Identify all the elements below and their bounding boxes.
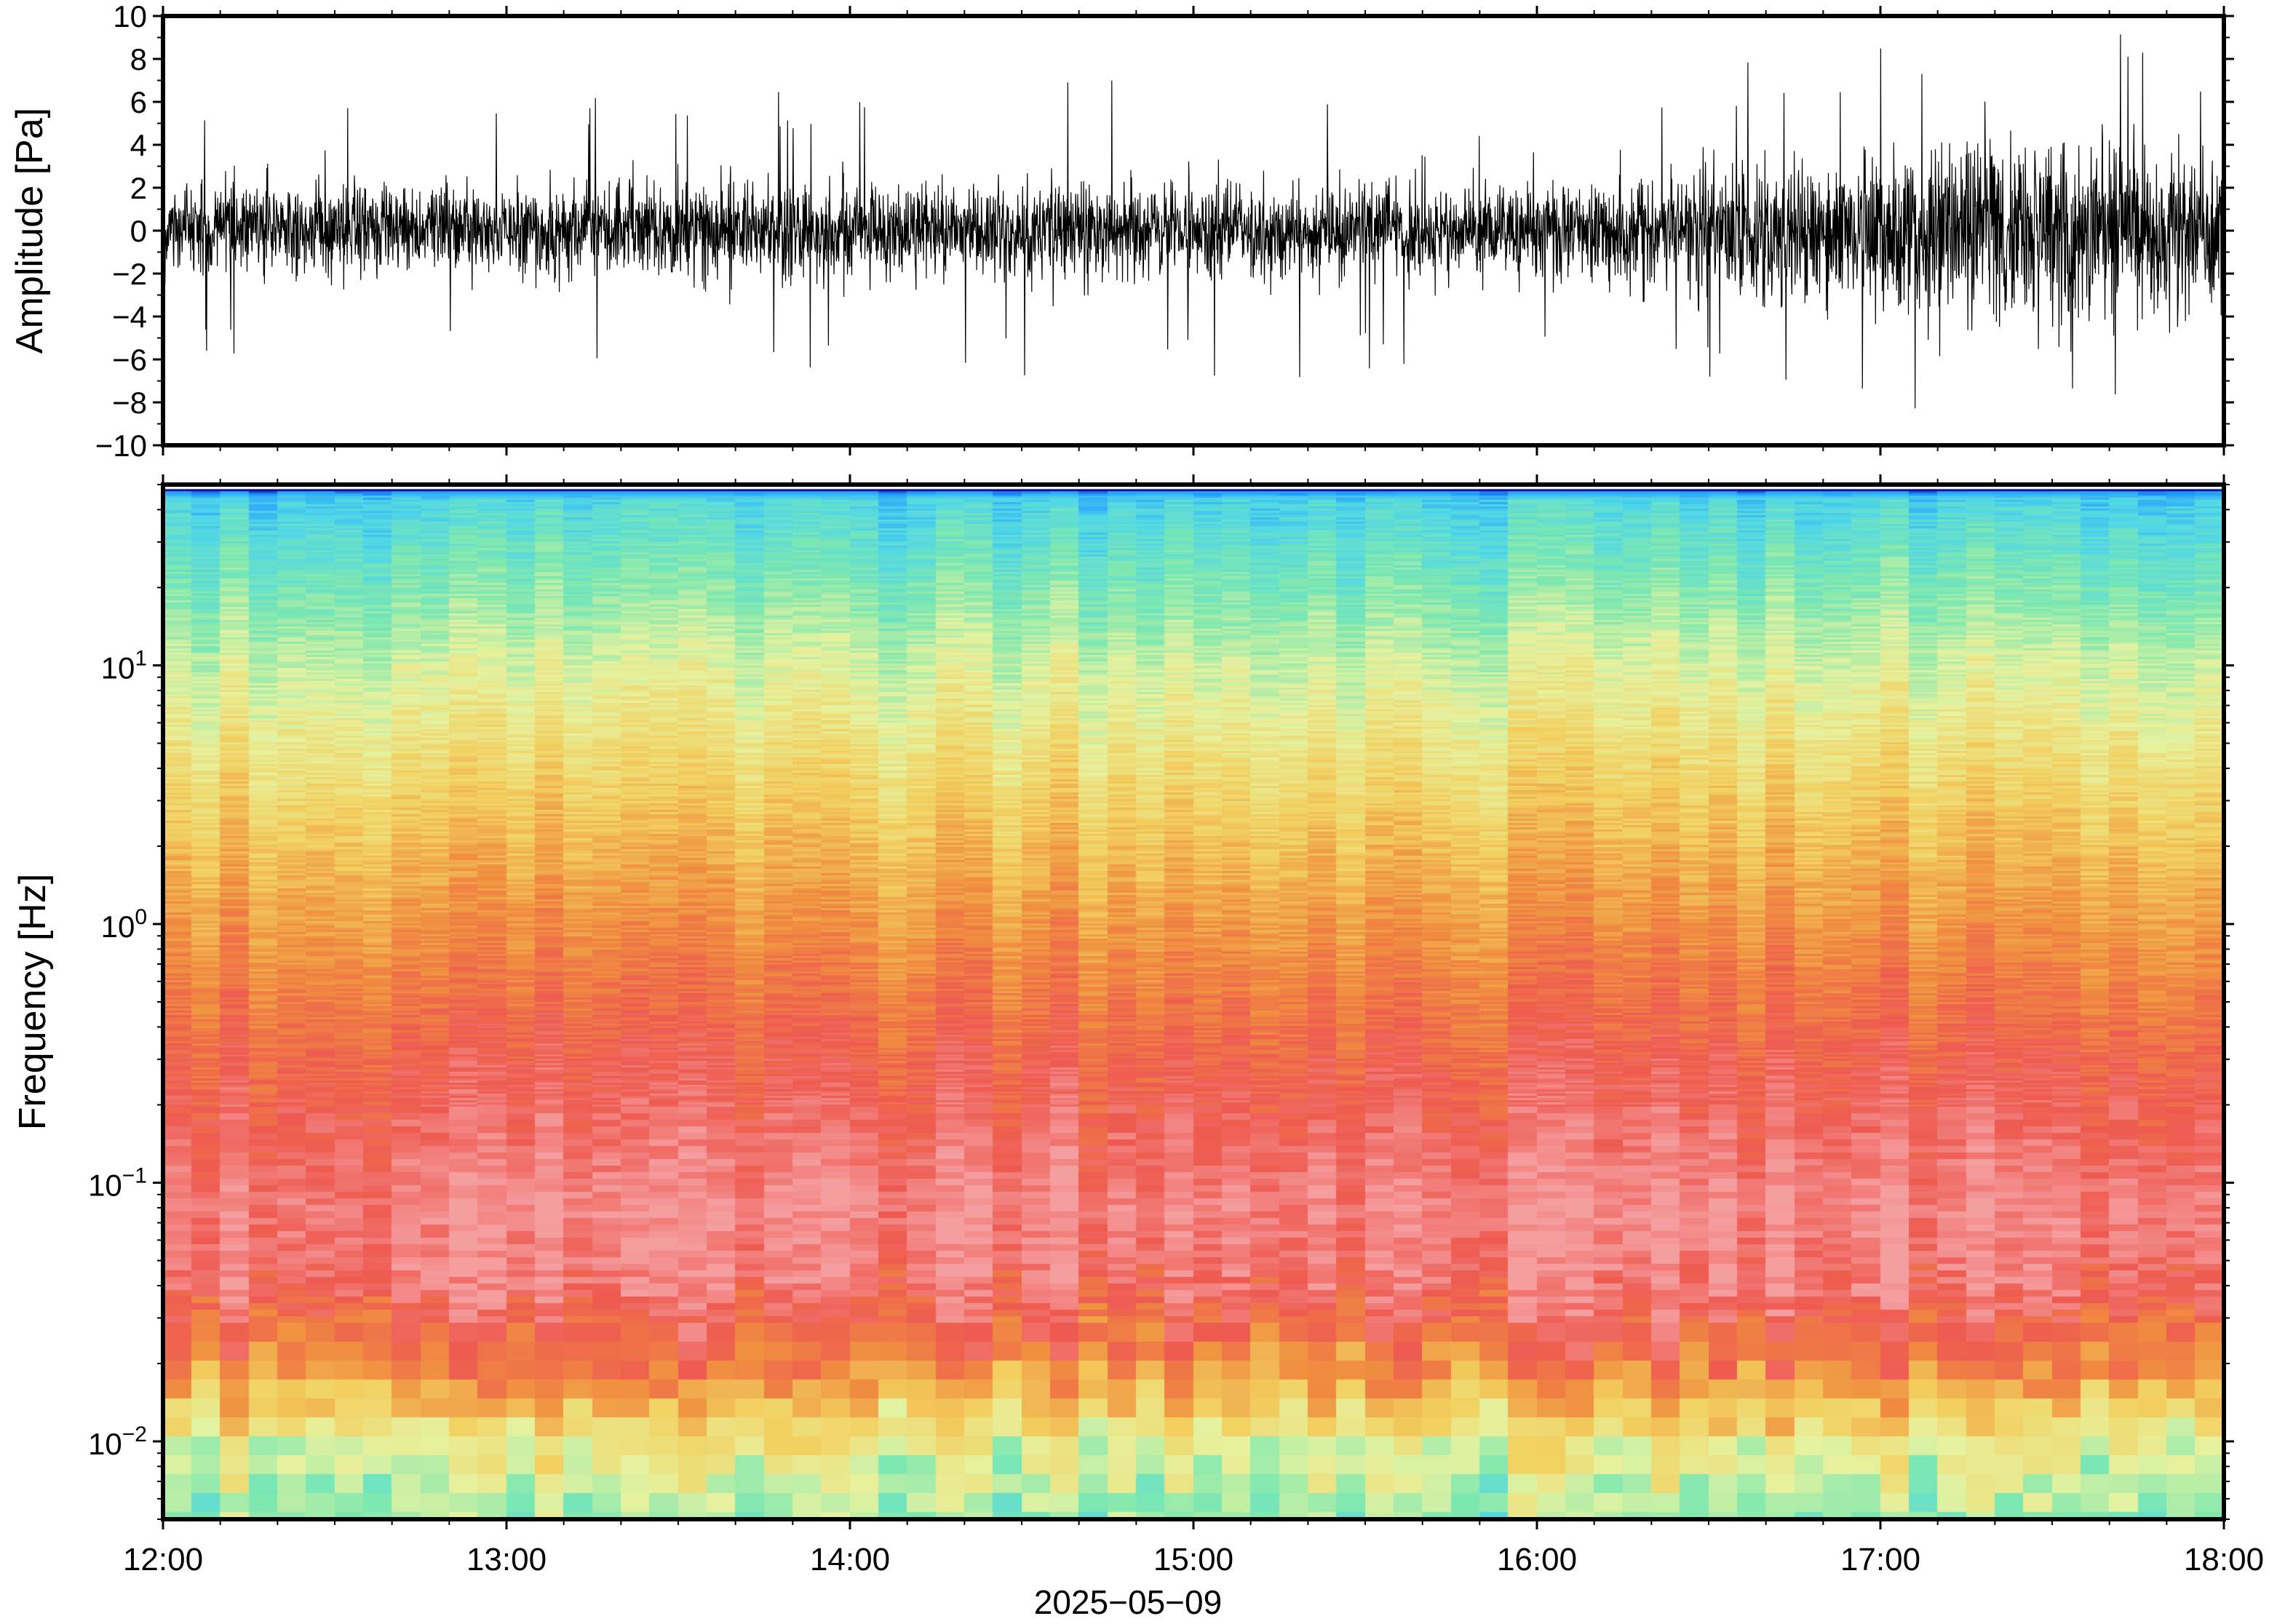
waveform-series-line — [162, 34, 2225, 409]
waveform-y-tick-label: 6 — [130, 85, 147, 119]
spectrogram-image — [163, 485, 2224, 1519]
spectrogram-y-tick-labels: 10−2 10−1 100 101 — [88, 646, 147, 1461]
spectrogram-x-tick-label: 15:00 — [1153, 1542, 1233, 1577]
waveform-tick-labels: 10 8 6 4 2 0 −2 −4 −6 −8 −10 — [95, 0, 147, 463]
spectrogram-y-axis-label: Frequency [Hz] — [12, 874, 54, 1131]
spectrogram-y-tick-label: 100 — [101, 905, 147, 944]
spectrogram-y-tick-label: 101 — [101, 646, 147, 685]
spectrogram-y-tick-label: 10−2 — [88, 1422, 147, 1461]
waveform-y-tick-label: 4 — [130, 128, 147, 162]
spectrogram-y-tick-label: 10−1 — [88, 1163, 147, 1202]
waveform-y-axis-label: Amplitude [Pa] — [9, 108, 51, 354]
waveform-y-tick-label: −4 — [112, 300, 147, 334]
waveform-y-tick-label: −10 — [95, 429, 147, 463]
spectrogram-x-tick-label: 17:00 — [1840, 1542, 1920, 1577]
spectrogram-ticks — [153, 474, 2234, 1529]
spectrogram-x-tick-label: 16:00 — [1497, 1542, 1577, 1577]
spectrogram-panel: 10−2 10−1 100 101 12:00 13:00 14:00 15:00 16:00… — [12, 474, 2264, 1621]
waveform-y-tick-label: 8 — [130, 42, 147, 76]
spectrogram-x-tick-label: 14:00 — [810, 1542, 890, 1577]
spectrogram-x-tick-label: 13:00 — [466, 1542, 547, 1577]
waveform-ticks — [153, 6, 2234, 455]
waveform-y-tick-label: −6 — [112, 343, 147, 377]
waveform-y-tick-label: 10 — [113, 0, 147, 33]
waveform-y-tick-label: 0 — [130, 214, 147, 248]
spectrogram-plot-frame — [161, 482, 2226, 1521]
spectrogram-x-tick-labels: 12:00 13:00 14:00 15:00 16:00 17:00 18:00 — [123, 1542, 2264, 1577]
waveform-y-tick-label: −8 — [112, 386, 147, 420]
spectrogram-x-axis-label: 2025−05−09 — [1034, 1583, 1222, 1621]
waveform-panel: 10 8 6 4 2 0 −2 −4 −6 −8 −10 Amplitude [Pa] — [9, 0, 2234, 463]
spectrogram-x-tick-label: 12:00 — [123, 1542, 203, 1577]
waveform-y-tick-label: 2 — [130, 171, 147, 205]
waveform-y-tick-label: −2 — [112, 257, 147, 291]
spectrogram-x-tick-label: 18:00 — [2184, 1542, 2264, 1577]
